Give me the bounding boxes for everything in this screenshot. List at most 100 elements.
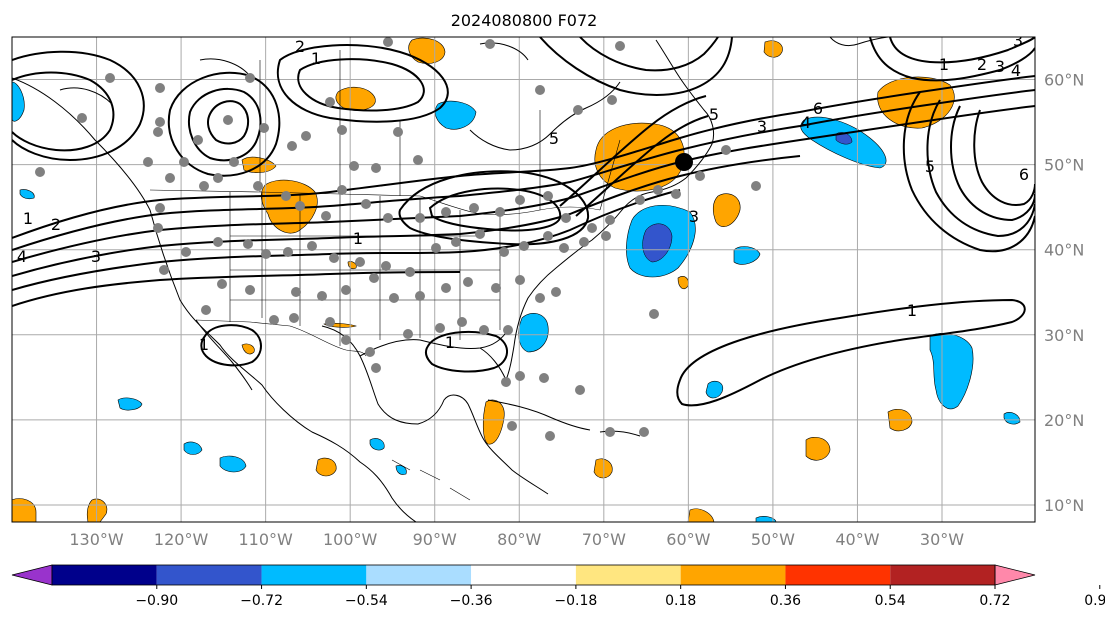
- station-marker: [575, 385, 585, 395]
- contour-north-closed-2: [297, 58, 425, 112]
- station-marker: [217, 279, 227, 289]
- station-marker: [259, 123, 269, 133]
- station-marker: [561, 213, 571, 223]
- station-marker: [349, 161, 359, 171]
- shade-hudson: [335, 86, 376, 111]
- station-marker: [287, 141, 297, 151]
- coast-labrador: [655, 39, 715, 179]
- station-marker: [607, 95, 617, 105]
- colorbar-outline: [51, 564, 996, 586]
- shade-ridge-core: [835, 132, 853, 145]
- coast-hudson-bay: [469, 81, 621, 151]
- station-marker: [499, 247, 509, 257]
- station-marker: [365, 347, 375, 357]
- contour-east-trough-2: [926, 99, 1035, 238]
- colorbar-extension-high: [994, 564, 1036, 586]
- shade-nova-scotia-core: [642, 223, 673, 263]
- contour-label: 1: [311, 49, 321, 68]
- station-marker: [199, 181, 209, 191]
- colorbar-tick-label: −0.36: [450, 593, 493, 609]
- longitude-label: 80°W: [497, 530, 541, 549]
- station-marker: [721, 145, 731, 155]
- shade-mexico-west: [315, 457, 337, 477]
- station-marker: [201, 305, 211, 315]
- station-marker: [159, 265, 169, 275]
- latitude-label: 20°N: [1044, 411, 1084, 430]
- contour-alaska-2: [12, 71, 115, 152]
- station-marker: [573, 105, 583, 115]
- shade-pacific-west: [117, 397, 143, 411]
- station-marker: [371, 163, 381, 173]
- contour-jet-core-4: [12, 155, 801, 277]
- longitude-label: 30°W: [920, 530, 964, 549]
- station-marker: [105, 73, 115, 83]
- station-marker: [179, 157, 189, 167]
- longitude-label: 90°W: [413, 530, 457, 549]
- contour-label: 2: [977, 55, 987, 74]
- station-marker: [653, 185, 663, 195]
- colorbar-tick-label: −0.18: [554, 593, 597, 609]
- shade-gulf-stream: [733, 246, 761, 265]
- station-marker: [615, 41, 625, 51]
- station-marker: [751, 181, 761, 191]
- station-marker: [341, 335, 351, 345]
- station-marker: [155, 83, 165, 93]
- contour-arctic-loop: [539, 37, 733, 96]
- station-marker: [579, 237, 589, 247]
- contour-label: 3: [1013, 31, 1023, 50]
- station-marker: [245, 73, 255, 83]
- station-marker: [389, 293, 399, 303]
- station-marker: [515, 371, 525, 381]
- latitude-labels: 10°N 20°N 30°N 40°N 50°N 60°N: [1044, 71, 1084, 515]
- strong-negative-shading: [642, 132, 853, 263]
- contour-label: 5: [549, 129, 559, 148]
- contour-east-trough-4: [973, 109, 1035, 206]
- shade-bottom-center-blue: [755, 516, 777, 522]
- contour-jet-core-5: [12, 189, 681, 291]
- contour-mexico-closed: [200, 324, 262, 367]
- station-marker: [451, 237, 461, 247]
- contour-label: 2: [295, 37, 305, 56]
- colorbar-extension-low: [11, 564, 53, 586]
- station-marker: [601, 231, 611, 241]
- station-marker: [291, 287, 301, 297]
- contour-label: 6: [813, 99, 823, 118]
- station-marker: [77, 113, 87, 123]
- station-marker: [295, 201, 305, 211]
- station-marker: [495, 207, 505, 217]
- highlighted-station-marker: [675, 153, 693, 171]
- longitude-labels: 130°W 120°W 110°W 100°W 90°W 80°W 70°W 60°W 50°W…: [69, 530, 964, 549]
- colorbar-tick-label: −0.54: [345, 593, 388, 609]
- station-marker: [143, 157, 153, 167]
- shade-pacific-south: [183, 441, 203, 455]
- coast-hispaniola: [599, 430, 641, 437]
- contour-label: 4: [1011, 61, 1021, 80]
- latitude-label: 30°N: [1044, 326, 1084, 345]
- contour-east-coast-2: [575, 115, 709, 217]
- longitude-label: 130°W: [69, 530, 124, 549]
- colorbar: −0.90 −0.72 −0.54 −0.36 −0.18 0.18 0.36 0.54 0.7…: [11, 564, 1105, 609]
- contour-label: 3: [91, 247, 101, 266]
- station-marker: [543, 231, 553, 241]
- station-marker: [469, 203, 479, 213]
- station-marker: [535, 293, 545, 303]
- contour-label: 3: [995, 57, 1005, 76]
- colorbar-tick-label: 0.18: [665, 593, 696, 609]
- station-marker: [223, 115, 233, 125]
- station-marker: [535, 85, 545, 95]
- coast-pacific-north-america: [12, 77, 417, 522]
- contour-label: 2: [51, 215, 61, 234]
- coast-arctic-islands: [59, 42, 529, 105]
- station-marker: [463, 277, 473, 287]
- station-marker: [545, 431, 555, 441]
- contour-lines: [12, 37, 1035, 407]
- latitude-label: 60°N: [1044, 71, 1084, 90]
- latitude-label: 40°N: [1044, 241, 1084, 260]
- station-marker: [543, 191, 553, 201]
- station-marker: [551, 287, 561, 297]
- contour-label: 1: [445, 333, 455, 352]
- contour-label: 1: [907, 301, 917, 320]
- contour-label: 6: [1019, 165, 1029, 184]
- station-marker: [503, 325, 513, 335]
- coast-gulf-of-mexico: [321, 325, 549, 495]
